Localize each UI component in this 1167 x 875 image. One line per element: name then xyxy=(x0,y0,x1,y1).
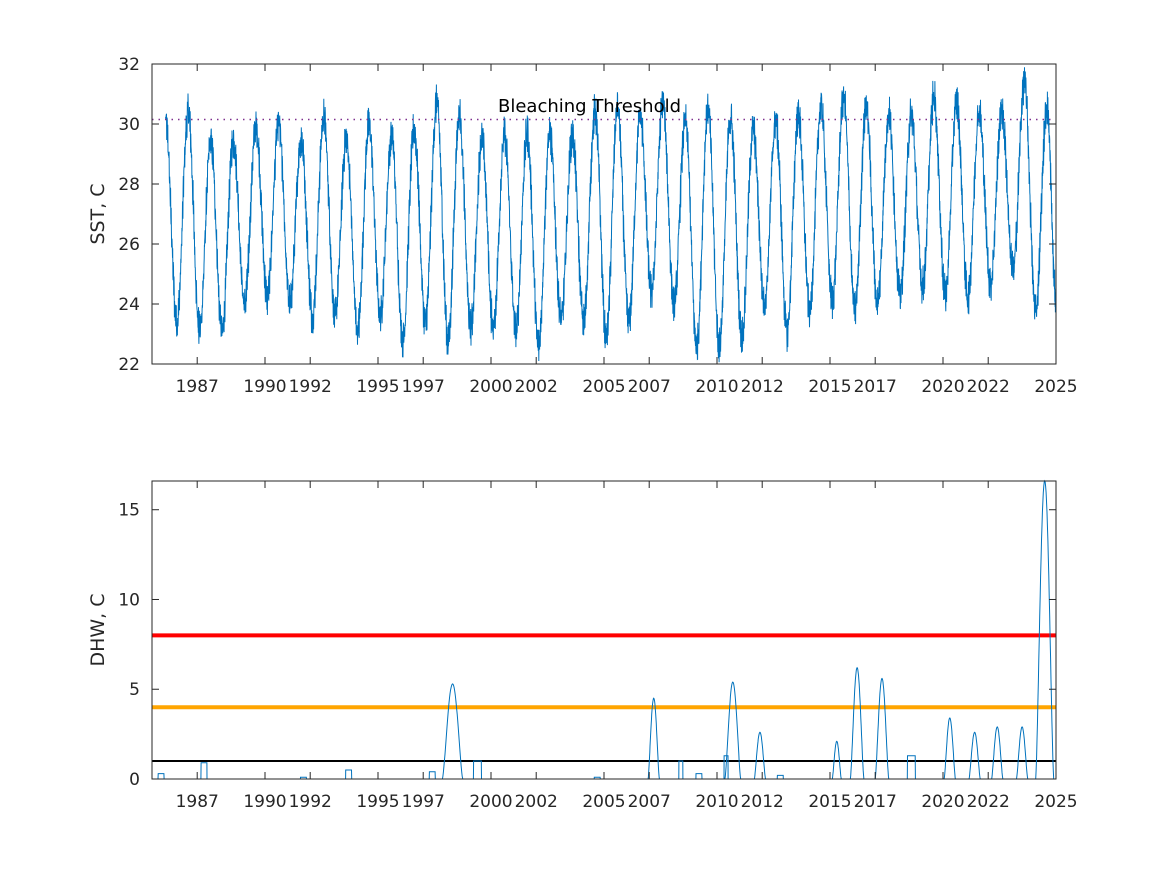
x-tick-label: 2022 xyxy=(967,792,1010,812)
y-tick-label: 10 xyxy=(118,590,140,610)
x-tick-label: 1997 xyxy=(402,792,445,812)
y-tick-label: 5 xyxy=(129,680,140,700)
x-tick-label: 1995 xyxy=(356,377,399,397)
x-tick-label: 2020 xyxy=(921,792,964,812)
x-tick-label: 2007 xyxy=(628,792,671,812)
x-tick-label: 1990 xyxy=(243,377,286,397)
x-tick-label: 2002 xyxy=(515,377,558,397)
x-tick-label: 2012 xyxy=(741,377,784,397)
y-tick-label: 28 xyxy=(118,175,140,195)
x-tick-label: 2017 xyxy=(854,377,897,397)
y-tick-label: 22 xyxy=(118,355,140,375)
dhw-plot-area xyxy=(152,481,1056,779)
x-tick-label: 2015 xyxy=(808,792,851,812)
x-tick-label: 2025 xyxy=(1034,792,1077,812)
dhw-y-axis-label: DHW, C xyxy=(87,593,109,666)
x-tick-label: 2005 xyxy=(582,377,625,397)
y-tick-label: 26 xyxy=(118,235,140,255)
dhw-x-ticks: 1987 1990 1992 1995 1997 2000 2002 2005 2007 2010… xyxy=(176,481,1078,812)
x-tick-label: 1997 xyxy=(402,377,445,397)
x-tick-label: 2005 xyxy=(582,792,625,812)
sst-y-ticks: 22 24 26 28 30 32 xyxy=(118,55,1056,375)
dhw-y-ticks: 0 5 10 15 xyxy=(118,501,1056,790)
x-tick-label: 2002 xyxy=(515,792,558,812)
y-tick-label: 30 xyxy=(118,115,140,135)
y-tick-label: 15 xyxy=(118,501,140,521)
y-tick-label: 24 xyxy=(118,295,140,315)
x-tick-label: 2010 xyxy=(695,792,738,812)
x-tick-label: 1992 xyxy=(289,792,332,812)
x-tick-label: 1995 xyxy=(356,792,399,812)
x-tick-label: 2007 xyxy=(628,377,671,397)
sst-line xyxy=(165,67,1057,363)
bleaching-threshold-label: Bleaching Threshold xyxy=(498,96,681,117)
x-tick-label: 2015 xyxy=(808,377,851,397)
x-tick-label: 2025 xyxy=(1034,377,1077,397)
sst-y-axis-label: SST, C xyxy=(87,183,109,244)
x-tick-label: 2020 xyxy=(921,377,964,397)
x-tick-label: 1992 xyxy=(289,377,332,397)
x-tick-label: 2022 xyxy=(967,377,1010,397)
x-tick-label: 2017 xyxy=(854,792,897,812)
y-tick-label: 0 xyxy=(129,770,140,790)
x-tick-label: 1987 xyxy=(176,792,219,812)
x-tick-label: 2000 xyxy=(469,792,512,812)
sst-x-ticks: 1987 1990 1992 1995 1997 2000 2002 2005 2007 2010… xyxy=(176,64,1078,397)
x-tick-label: 2000 xyxy=(469,377,512,397)
x-tick-label: 2010 xyxy=(695,377,738,397)
x-tick-label: 1987 xyxy=(176,377,219,397)
y-tick-label: 32 xyxy=(118,55,140,75)
x-tick-label: 1990 xyxy=(243,792,286,812)
dhw-panel: 1987 1990 1992 1995 1997 2000 2002 2005 2007 2010… xyxy=(87,479,1078,812)
sst-panel: Bleaching Threshold 1987 1990 1992 1995 1997… xyxy=(87,55,1078,397)
sst-series-group xyxy=(165,67,1057,363)
dhw-reference-lines xyxy=(152,633,1056,763)
x-tick-label: 2012 xyxy=(741,792,784,812)
